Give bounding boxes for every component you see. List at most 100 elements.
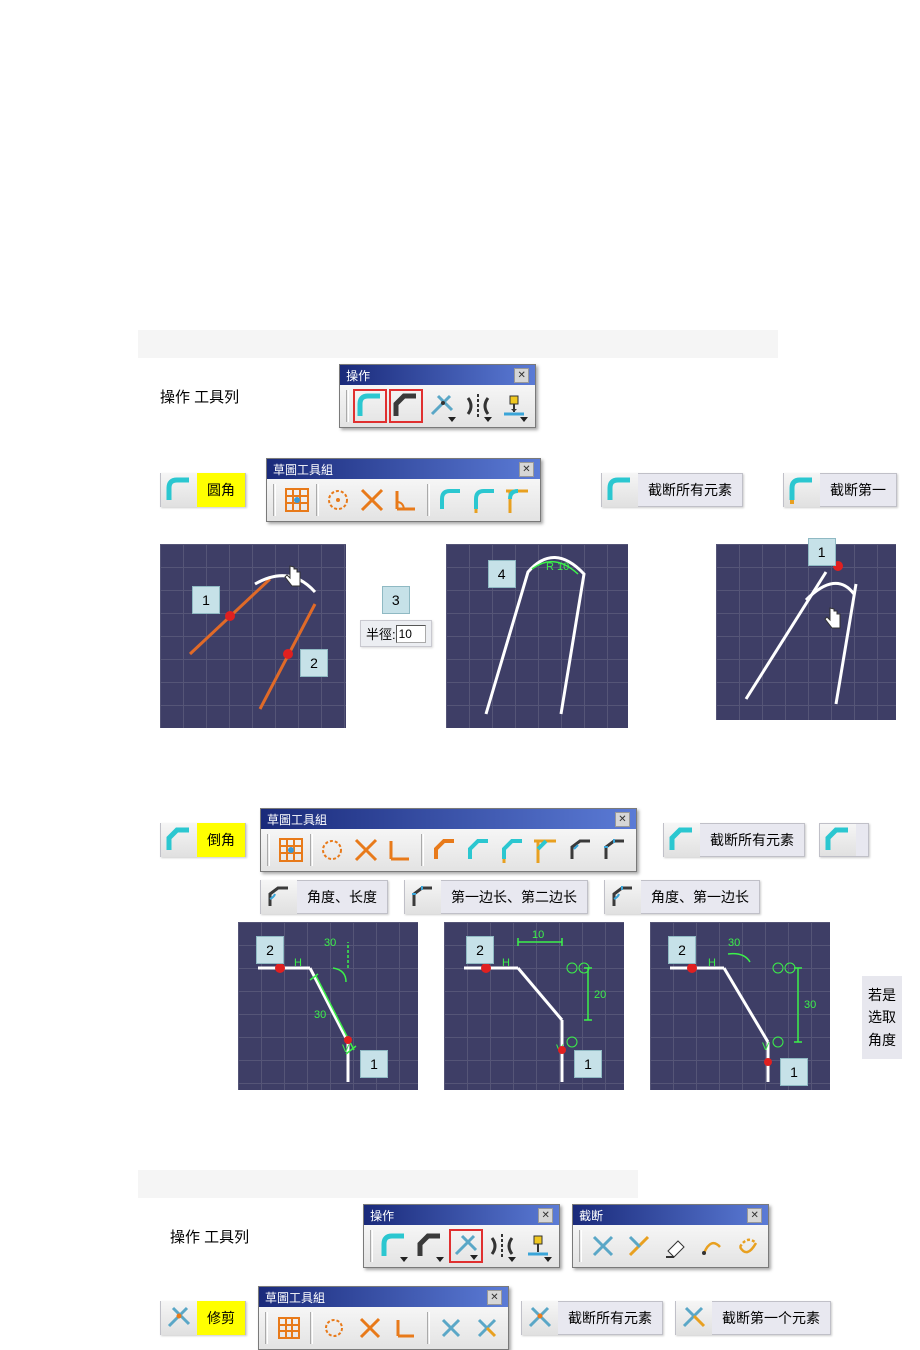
trim-chip: 修剪 [160,1301,246,1335]
fillet-canvas-1: 1 2 [160,544,346,728]
tb-title-sketch-3: 草圖工具組 [265,1289,325,1306]
radius-input[interactable] [396,625,426,643]
mode-angle-len1-label: 角度、第一边长 [641,887,759,907]
chamfer2-tag-2: 2 [466,936,494,964]
grid-icon[interactable] [272,1311,306,1345]
erase-icon[interactable] [658,1229,692,1263]
toolbar-operation-2: 操作 ✕ [363,1204,560,1268]
chamfer-mode-lenlen-icon[interactable] [598,833,632,867]
fillet-notrim-icon[interactable] [502,483,536,517]
construct-std-icon[interactable] [349,833,383,867]
chamfer-opt2-icon[interactable] [462,833,496,867]
svg-text:30: 30 [804,999,816,1011]
note-l2: 选取 [868,1006,896,1028]
mirror-icon[interactable] [461,389,495,423]
break-all-label-2: 截断所有元素 [700,830,804,850]
close-arc-icon[interactable] [694,1229,728,1263]
mirror2-icon[interactable] [485,1229,519,1263]
break-all-icon [664,823,700,857]
mode-angle-len-label: 角度、长度 [297,887,387,907]
grid-icon[interactable] [280,483,314,517]
tb-title-operation-2: 操作 [370,1207,394,1224]
close-icon[interactable]: ✕ [487,1290,502,1305]
mode-angle-len1-icon [605,880,641,914]
trim2-icon[interactable] [449,1229,483,1263]
separator [421,834,424,866]
svg-text:V: V [762,1041,770,1053]
mode-len-len-icon [405,880,441,914]
toolbar-break: 截断 ✕ [572,1204,769,1268]
construct-circle-icon[interactable] [315,833,349,867]
construct-angle-icon[interactable] [389,483,423,517]
svg-text:20: 20 [594,989,606,1001]
trim-first-icon[interactable] [470,1311,504,1345]
corner-fillet1-icon[interactable] [353,389,387,423]
separator [316,484,319,516]
construct-angle-icon[interactable] [383,833,417,867]
radius-input-box: 半徑: [360,620,432,647]
separator [267,834,270,866]
chevron-down-icon [544,1257,552,1262]
break-first-icon-3 [676,1301,712,1335]
project-icon[interactable] [497,389,531,423]
construct-std-icon[interactable] [355,483,389,517]
close-icon[interactable]: ✕ [519,462,534,477]
trim-chip-icon [161,1301,197,1335]
chamfer-canvas-1: 30 30 H V 2 1 [238,922,418,1090]
close-icon[interactable]: ✕ [615,812,630,827]
tb-title-sketch-1: 草圖工具組 [273,461,333,478]
separator [370,1230,373,1262]
hand-cursor-icon [820,606,846,632]
break-all-label: 截断所有元素 [638,480,742,500]
svg-text:V: V [342,1043,350,1055]
tb-title-break: 截断 [579,1207,603,1224]
construct-std-icon[interactable] [353,1311,387,1345]
op-toolbar-label-2: 操作 工具列 [170,1226,249,1247]
step-tag-3: 3 [382,586,410,614]
corner-fillet2-icon[interactable] [377,1229,411,1263]
note-l3: 角度 [868,1029,896,1051]
break-all-label-3: 截断所有元素 [558,1308,662,1328]
separator [310,834,313,866]
fillet-trimfirst-icon[interactable] [468,483,502,517]
chamfer-opt3-icon[interactable] [496,833,530,867]
svg-text:30: 30 [728,937,740,949]
separator [346,390,349,422]
close-icon[interactable]: ✕ [538,1208,553,1223]
close-icon[interactable]: ✕ [514,368,529,383]
radius-label: 半徑: [366,624,396,643]
mode-angle-len1-chip: 角度、第一边长 [604,880,760,914]
trim-icon[interactable] [425,389,459,423]
fillet-label: 圆角 [197,473,245,507]
grid-icon[interactable] [274,833,308,867]
separator [579,1230,582,1262]
note-l1: 若是 [868,984,896,1006]
mode-angle-len-chip: 角度、长度 [260,880,388,914]
break-all-icon [602,473,638,507]
break-first-short-label: 截断第一 [820,480,896,500]
break-all-chip-1: 截断所有元素 [601,473,743,507]
dim-angle-1: 30 [324,937,336,949]
fillet-canvas-2: R 10 4 [446,544,628,728]
construct-circle-icon[interactable] [321,483,355,517]
chevron-down-icon [400,1257,408,1262]
trim-all-icon[interactable] [434,1311,468,1345]
corner-chamfer2-icon[interactable] [413,1229,447,1263]
chamfer-opt4-icon[interactable] [530,833,564,867]
fillet-trimall-icon[interactable] [434,483,468,517]
trim-x-icon[interactable] [586,1229,620,1263]
break-all-chip-3: 截断所有元素 [521,1301,663,1335]
separator [265,1312,268,1344]
construct-angle-icon[interactable] [389,1311,423,1345]
close-icon[interactable]: ✕ [747,1208,762,1223]
construct-circle-icon[interactable] [317,1311,351,1345]
trim-extend-icon[interactable] [622,1229,656,1263]
project2-icon[interactable] [521,1229,555,1263]
chamfer-opt1-icon[interactable] [428,833,462,867]
chamfer-label: 倒角 [197,823,245,857]
complement-arc-icon[interactable] [730,1229,764,1263]
corner-chamfer1-icon[interactable] [389,389,423,423]
chamfer-mode-anglen-icon[interactable] [564,833,598,867]
break-all-icon-3 [522,1301,558,1335]
chevron-down-icon [448,417,456,422]
